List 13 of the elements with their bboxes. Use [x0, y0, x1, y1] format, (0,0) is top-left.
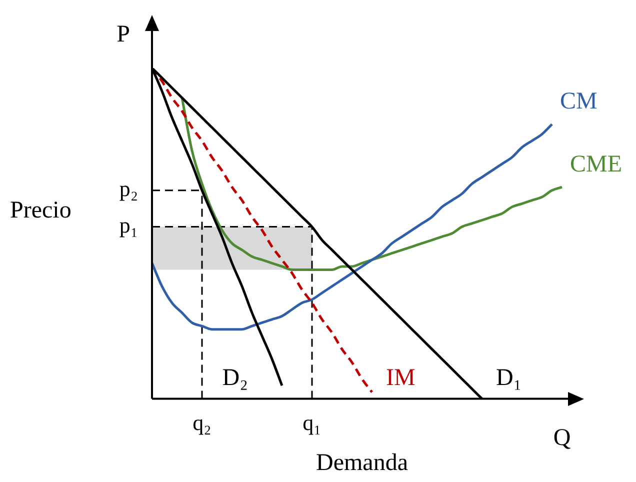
series-label: IM: [386, 365, 416, 392]
series-label: D₂: [222, 365, 248, 392]
x-axis-title: Demanda: [316, 450, 408, 476]
series-label: CM: [560, 88, 598, 115]
text: P: [116, 21, 130, 48]
ref-line-label: p₁: [119, 212, 138, 238]
x-tick-label: q₁: [302, 410, 322, 435]
y-axis-title: Precio: [10, 198, 72, 224]
series-label: CME: [570, 151, 622, 178]
series-label: D₁: [496, 365, 522, 392]
text: Q: [553, 425, 571, 452]
x-tick-label: q₂: [192, 410, 212, 435]
ref-line-label: p₂: [119, 176, 138, 202]
